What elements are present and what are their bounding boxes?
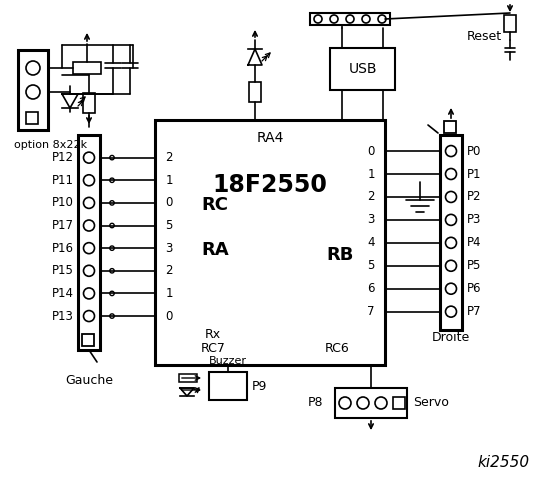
Bar [310, 13, 390, 25]
Text: P0: P0 [467, 144, 481, 157]
Text: P10: P10 [52, 196, 74, 209]
Text: P4: P4 [467, 236, 482, 249]
Text: P16: P16 [52, 241, 74, 255]
Text: RC7: RC7 [201, 343, 226, 356]
Bar [83, 93, 95, 113]
Text: option 8x22k: option 8x22k [14, 140, 87, 150]
Text: P12: P12 [52, 151, 74, 164]
Bar [249, 82, 261, 102]
Text: P3: P3 [467, 214, 481, 227]
Text: 1: 1 [367, 168, 375, 180]
Text: ki2550: ki2550 [478, 455, 530, 470]
Bar [330, 48, 395, 90]
Bar [18, 50, 48, 130]
Text: RA: RA [201, 241, 229, 259]
Text: 2: 2 [165, 151, 173, 164]
Text: RC: RC [201, 196, 228, 214]
Bar [504, 15, 516, 32]
Text: 2: 2 [367, 191, 375, 204]
Text: P2: P2 [467, 191, 482, 204]
Text: Servo: Servo [413, 396, 449, 409]
Bar [335, 388, 407, 418]
Bar [78, 135, 100, 350]
Bar [179, 374, 197, 382]
Bar [440, 135, 462, 330]
Bar [209, 372, 247, 400]
Text: P6: P6 [467, 282, 482, 295]
Text: P1: P1 [467, 168, 482, 180]
Text: P11: P11 [52, 174, 74, 187]
Text: 0: 0 [165, 310, 173, 323]
Text: P17: P17 [52, 219, 74, 232]
Text: 18F2550: 18F2550 [212, 173, 327, 197]
Text: 2: 2 [165, 264, 173, 277]
Text: 5: 5 [367, 259, 375, 272]
Text: 4: 4 [367, 236, 375, 249]
Text: 3: 3 [367, 214, 375, 227]
Text: Buzzer: Buzzer [209, 356, 247, 366]
Text: P9: P9 [251, 380, 267, 393]
Text: P8: P8 [307, 396, 323, 409]
Text: 1: 1 [165, 287, 173, 300]
Text: 6: 6 [367, 282, 375, 295]
Text: Reset: Reset [467, 31, 502, 44]
Text: 3: 3 [165, 241, 173, 255]
Bar [82, 334, 94, 346]
Text: USB: USB [348, 62, 377, 76]
Bar [393, 397, 405, 409]
Text: P5: P5 [467, 259, 481, 272]
Text: P13: P13 [52, 310, 74, 323]
Text: RA4: RA4 [256, 131, 284, 145]
Bar [73, 62, 101, 74]
Text: P14: P14 [52, 287, 74, 300]
Text: 1: 1 [165, 174, 173, 187]
Bar [26, 112, 38, 124]
Text: P15: P15 [52, 264, 74, 277]
Text: 5: 5 [165, 219, 173, 232]
Bar [444, 121, 456, 133]
Text: 7: 7 [367, 305, 375, 318]
Text: Gauche: Gauche [65, 373, 113, 386]
Text: P7: P7 [467, 305, 482, 318]
Text: RC6: RC6 [325, 343, 349, 356]
Text: Droite: Droite [432, 331, 470, 344]
Bar [155, 120, 385, 365]
Text: Rx: Rx [205, 328, 221, 341]
Text: 0: 0 [165, 196, 173, 209]
Text: RB: RB [326, 246, 354, 264]
Text: 0: 0 [367, 144, 375, 157]
